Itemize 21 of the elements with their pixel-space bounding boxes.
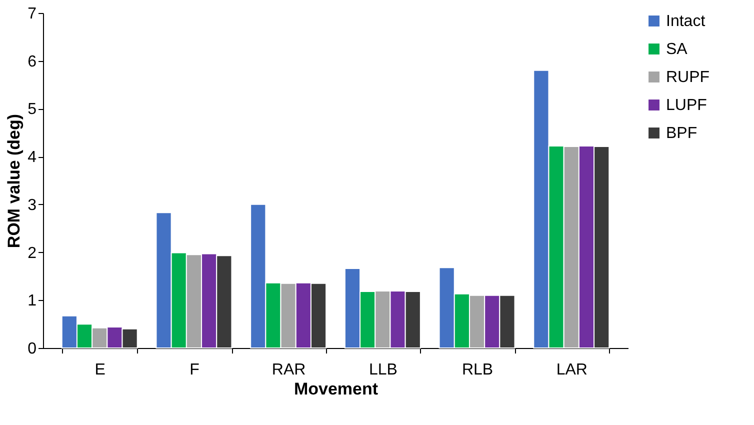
y-axis-title: ROM value (deg) [4,114,24,248]
legend-label: LUPF [666,97,708,114]
y-tick-label: 6 [28,53,37,70]
legend-label: RUPF [666,69,710,86]
x-tick-label: RAR [272,362,306,378]
y-tick-label: 2 [28,244,37,262]
y-tick-label: 7 [28,6,37,22]
x-axis-title: Movement [294,380,378,398]
x-tick-label: LAR [556,362,588,378]
x-tick-label: E [94,362,106,378]
x-tick-label: F [190,362,200,378]
legend-label: SA [666,41,688,58]
y-tick-label: 5 [28,101,37,118]
y-tick-label: 1 [28,292,37,310]
legend-label: Intact [666,13,706,30]
y-tick-label: 4 [28,149,37,166]
legend-label: BPF [666,125,698,142]
x-tick-label: RLB [462,362,494,378]
y-tick-label: 0 [28,340,37,358]
y-tick-label: 3 [28,196,37,214]
x-tick-label: LLB [368,362,398,378]
